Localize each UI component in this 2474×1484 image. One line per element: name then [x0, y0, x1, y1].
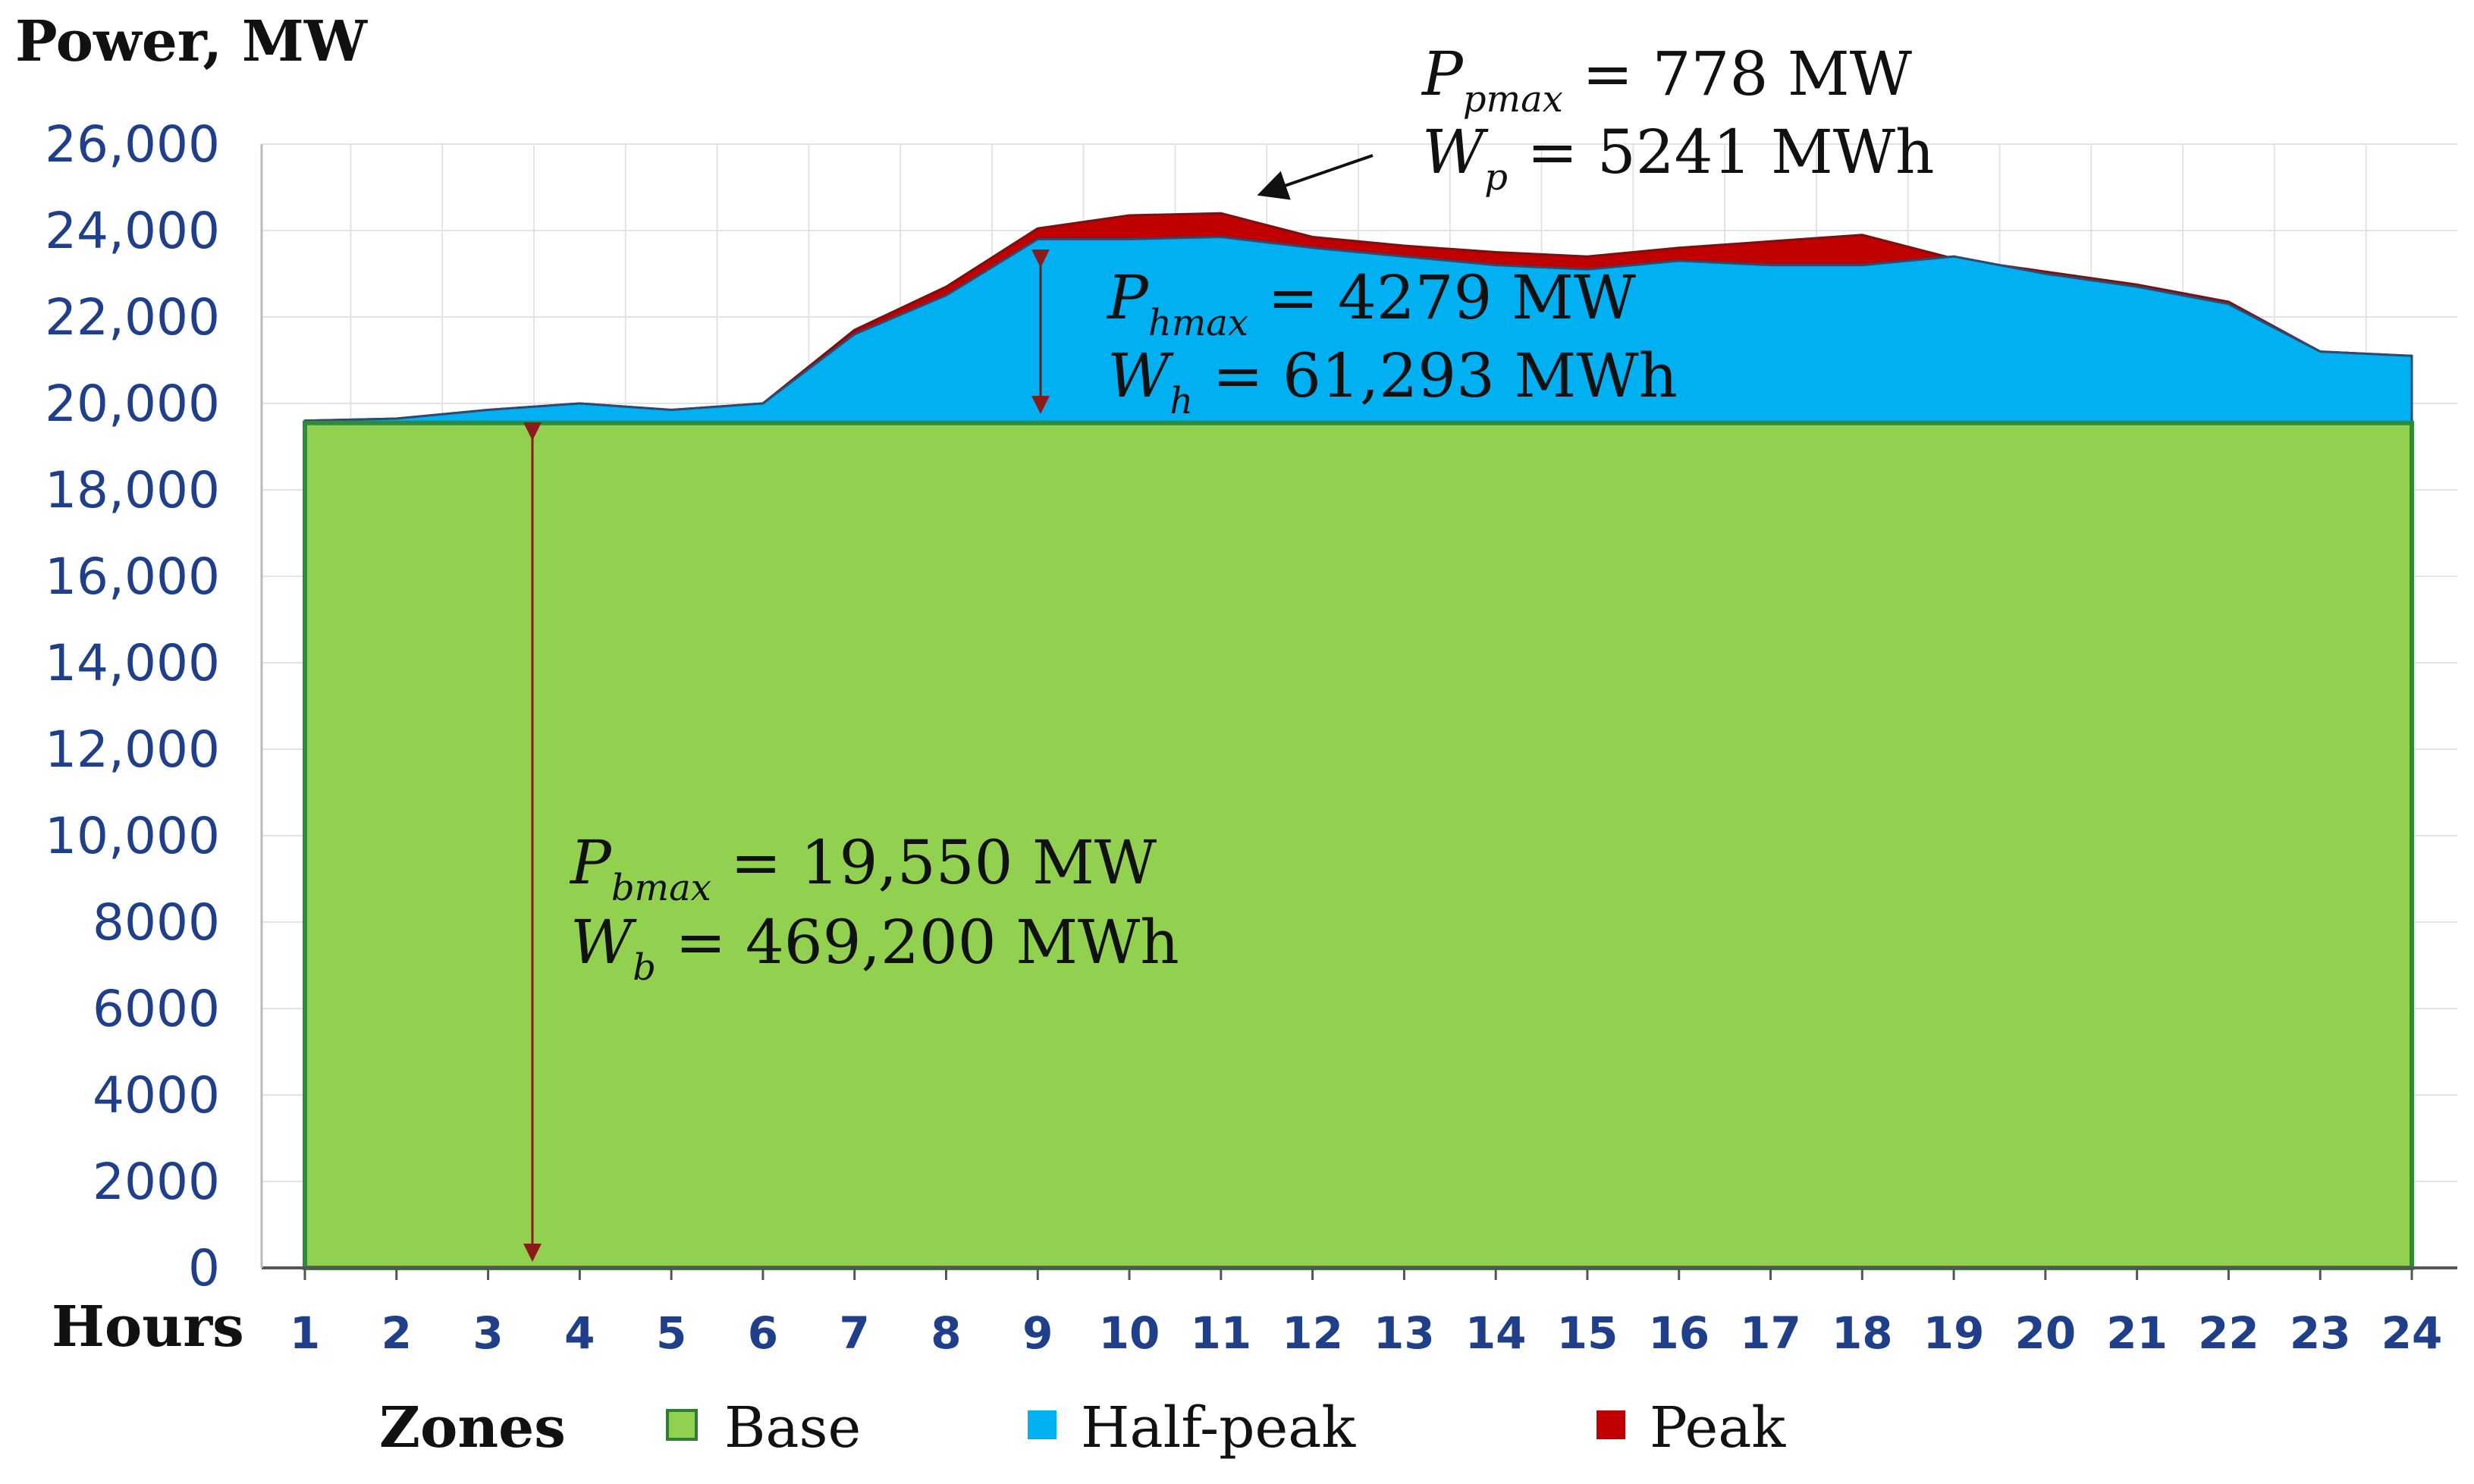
areas — [303, 212, 2414, 1270]
y-tick-label-11: 22,000 — [45, 288, 220, 347]
peak-power-symbol: P — [1421, 39, 1464, 109]
half-peak-energy-symbol: W — [1107, 340, 1174, 411]
area-base — [303, 420, 2414, 1270]
peak-annotation-arrow — [1257, 154, 1374, 200]
x-tick-label-8: 9 — [1022, 1307, 1053, 1359]
half-peak-power-symbol: P — [1106, 262, 1149, 333]
peak-power-subscript: pmax — [1463, 78, 1563, 121]
svg-text:Wp = 5241 MWh: Wp = 5241 MWh — [1422, 117, 1935, 199]
svg-text:Phmax = 4279 MW: Phmax = 4279 MW — [1106, 262, 1636, 344]
x-tick-label-16: 17 — [1740, 1307, 1801, 1359]
x-tick-label-3: 4 — [564, 1307, 595, 1359]
x-tick-label-19: 20 — [2015, 1307, 2077, 1359]
svg-text:Wh = 61,293 MWh: Wh = 61,293 MWh — [1107, 340, 1678, 422]
peak-power-value: = 778 MW — [1563, 39, 1912, 109]
base-power-subscript: bmax — [611, 867, 711, 909]
legend-label-half-peak: Half-peak — [1081, 1395, 1356, 1460]
y-tick-label-1: 2000 — [93, 1153, 220, 1211]
svg-text:Wb = 469,200 MWh: Wb = 469,200 MWh — [570, 907, 1179, 989]
peak-energy-value: = 5241 MWh — [1508, 117, 1935, 187]
base-annotation: Pbmax = 19,550 MW Wb = 469,200 MWh — [569, 827, 1179, 989]
half-peak-energy-value: = 61,293 MWh — [1193, 340, 1678, 411]
x-tick-label-5: 6 — [748, 1307, 778, 1359]
legend-swatch-base — [666, 1409, 698, 1441]
legend-label-base: Base — [724, 1395, 861, 1460]
svg-text:Pbmax = 19,550 MW: Pbmax = 19,550 MW — [569, 827, 1157, 909]
base-power-symbol: P — [569, 827, 612, 898]
legend-label-peak: Peak — [1650, 1395, 1786, 1460]
half-peak-energy-subscript: h — [1169, 380, 1193, 422]
peak-energy-subscript: p — [1484, 156, 1508, 199]
y-tick-label-2: 4000 — [93, 1066, 220, 1125]
half-peak-power-subscript: hmax — [1148, 302, 1248, 344]
y-tick-label-7: 14,000 — [45, 634, 220, 692]
x-tick-label-0: 1 — [290, 1307, 320, 1359]
y-tick-label-3: 6000 — [93, 980, 220, 1038]
x-tick-label-1: 2 — [381, 1307, 412, 1359]
x-tick-label-21: 22 — [2198, 1307, 2259, 1359]
x-tick-label-13: 14 — [1465, 1307, 1527, 1359]
x-tick-label-20: 21 — [2106, 1307, 2168, 1359]
x-tick-label-14: 15 — [1557, 1307, 1618, 1359]
y-tick-label-9: 18,000 — [45, 461, 220, 519]
axes — [260, 144, 2457, 1280]
y-tick-label-5: 10,000 — [45, 807, 220, 865]
y-tick-label-10: 20,000 — [45, 375, 220, 433]
x-tick-label-4: 5 — [656, 1307, 686, 1359]
x-tick-label-9: 10 — [1099, 1307, 1160, 1359]
legend-title: Zones — [379, 1395, 566, 1460]
x-tick-label-12: 13 — [1374, 1307, 1435, 1359]
x-tick-label-23: 24 — [2381, 1307, 2443, 1359]
x-tick-label-15: 16 — [1648, 1307, 1710, 1359]
x-tick-label-17: 18 — [1832, 1307, 1893, 1359]
y-tick-label-12: 24,000 — [45, 202, 220, 260]
base-energy-subscript: b — [633, 946, 656, 989]
x-tick-label-18: 19 — [1923, 1307, 1985, 1359]
x-tick-label-2: 3 — [473, 1307, 503, 1359]
y-tick-label-4: 8000 — [93, 893, 220, 952]
y-tick-label-13: 26,000 — [45, 115, 220, 174]
y-tick-label-6: 12,000 — [45, 720, 220, 779]
x-axis-ticks: 1 2 3 4 5 6 7 8 9 10 11 12 13 14 15 16 17 18 19 20 21 22 23 24 — [290, 1307, 2443, 1359]
y-tick-label-8: 16,000 — [45, 547, 220, 606]
half-peak-annotation: Phmax = 4279 MW Wh = 61,293 MWh — [1106, 262, 1678, 422]
y-tick-label-0: 0 — [188, 1239, 220, 1297]
x-axis-label: Hours — [52, 1294, 244, 1360]
y-axis-ticks: 0 2000 4000 6000 8000 10,000 12,000 14,000 16,00… — [45, 115, 220, 1297]
base-energy-symbol: W — [570, 907, 637, 977]
x-tick-label-7: 8 — [931, 1307, 961, 1359]
peak-annotation: Ppmax = 778 MW Wp = 5241 MWh — [1421, 39, 1935, 199]
x-tick-label-10: 11 — [1190, 1307, 1251, 1359]
legend: Zones Base Half-peak Peak — [379, 1395, 1786, 1460]
legend-swatch-peak — [1596, 1410, 1625, 1439]
legend-swatch-half-peak — [1028, 1410, 1056, 1439]
peak-energy-symbol: W — [1422, 117, 1489, 187]
base-energy-value: = 469,200 MWh — [656, 907, 1179, 977]
x-tick-label-11: 12 — [1282, 1307, 1343, 1359]
y-axis-label: Power, MW — [15, 9, 368, 74]
x-tick-label-22: 23 — [2290, 1307, 2351, 1359]
x-tick-label-6: 7 — [840, 1307, 870, 1359]
svg-text:Ppmax = 778 MW: Ppmax = 778 MW — [1421, 39, 1912, 121]
base-power-value: = 19,550 MW — [711, 827, 1157, 898]
half-peak-power-value: = 4279 MW — [1248, 262, 1636, 333]
